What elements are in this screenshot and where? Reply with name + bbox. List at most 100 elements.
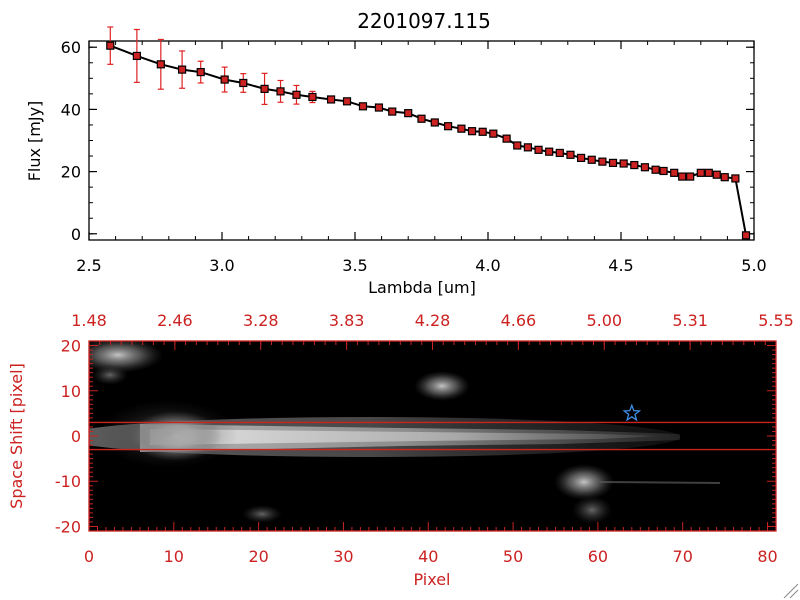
spectrum-y-tick-label: 40 xyxy=(61,100,81,119)
spectrum-point xyxy=(720,173,729,182)
spectrum-x-tick-label: 3.5 xyxy=(342,256,367,275)
spectrum-point xyxy=(640,163,650,172)
image-x-tick-label: 40 xyxy=(418,547,438,566)
spectrum-point xyxy=(731,174,740,183)
image-x-tick-label: 60 xyxy=(588,547,608,566)
image-x-tick-label: 70 xyxy=(673,547,693,566)
image-top-tick-label: 2.46 xyxy=(157,311,193,330)
spectrum-point xyxy=(239,78,248,88)
spectrum-point xyxy=(619,159,628,168)
spectrum-point xyxy=(502,134,511,143)
spectrum-point xyxy=(686,172,695,181)
image-top-axis-labels: 1.48 2.46 3.28 3.83 4.28 4.66 5.00 5.31 5.55 xyxy=(71,311,794,330)
spectrum-point xyxy=(388,107,397,116)
spectrum-x-tick-label: 5.0 xyxy=(741,256,766,275)
spectrum-point xyxy=(670,168,679,177)
spectrum-point xyxy=(156,60,165,69)
image-top-tick-label: 5.00 xyxy=(586,311,622,330)
image-top-tick-label: 5.55 xyxy=(758,311,794,330)
star-icon xyxy=(622,403,642,422)
image-x-tick-label: 80 xyxy=(757,547,777,566)
image-y-tick-label: 0 xyxy=(71,427,81,446)
source-blob-upper-left-tail xyxy=(92,365,128,385)
image-x-tick-label: 0 xyxy=(84,547,94,566)
spectrum-point xyxy=(741,231,751,240)
extraction-lines xyxy=(89,421,776,451)
spectrum-point xyxy=(178,65,187,74)
trace-peak-outer xyxy=(98,400,238,468)
spectrum-y-tick-label: 60 xyxy=(61,38,81,57)
spectrum-point xyxy=(106,41,115,50)
spectrum-point xyxy=(566,150,575,159)
spectrum-point xyxy=(576,153,586,163)
image-y-tick-labels: -20 -10 0 10 20 xyxy=(55,337,81,537)
spectrum-x-label: Lambda [um] xyxy=(368,278,476,297)
spectrum-point xyxy=(678,172,687,181)
image-x-tick-label: 50 xyxy=(503,547,523,566)
source-blob-upper-left xyxy=(89,341,163,373)
spectrum-point xyxy=(308,92,317,102)
spectrum-error-bars xyxy=(107,26,750,238)
image-top-tick-label: 4.66 xyxy=(501,311,537,330)
trace-core xyxy=(150,429,660,445)
source-blob-upper-middle xyxy=(414,371,470,401)
image-x-label: Pixel xyxy=(413,570,450,589)
spectrum-point xyxy=(630,160,639,170)
spectrum-point xyxy=(292,90,301,99)
spectrum-point xyxy=(374,103,384,112)
image-top-tick-label: 3.83 xyxy=(329,311,365,330)
spectrum-x-tick-label: 4.5 xyxy=(608,256,633,275)
spectrum-point xyxy=(712,170,721,179)
image-panel: 0 10 20 30 40 50 60 70 80 1.48 2.46 3.28 3.83 4.28 4.… xyxy=(7,311,794,589)
spectrum-point xyxy=(696,168,705,177)
image-y-tick-label: 20 xyxy=(61,337,81,356)
spectrum-panel: 2201097.115 2.5 3.0 3.5 4.0 4.5 5.0 0 20 40 60 L… xyxy=(25,9,767,297)
image-y-tick-label: -10 xyxy=(55,472,81,491)
spectrum-point xyxy=(651,165,660,174)
spectrum-point xyxy=(260,84,269,93)
spectrum-point xyxy=(417,114,426,123)
source-blob-lower-right-tail xyxy=(572,496,612,524)
spectrum-point xyxy=(523,143,533,152)
spectrum-point xyxy=(220,75,229,84)
spectrum-point xyxy=(132,51,141,61)
source-blob-lower-right xyxy=(554,464,614,500)
image-top-tick-label: 3.28 xyxy=(243,311,279,330)
spectrum-point xyxy=(545,147,554,156)
spectrum-point xyxy=(704,168,713,177)
spectrum-point xyxy=(598,157,607,166)
spectrum-title: 2201097.115 xyxy=(357,9,491,33)
spectrum-y-tick-label: 0 xyxy=(71,225,81,244)
spectrum-point xyxy=(587,155,596,164)
image-x-tick-label: 10 xyxy=(164,547,184,566)
spectrum-point xyxy=(478,127,487,136)
spectrum-point xyxy=(430,118,439,127)
spectrum-point xyxy=(358,102,368,111)
source-blob-lower-left xyxy=(242,505,282,523)
image-y-label: Space Shift [pixel] xyxy=(7,363,26,509)
image-top-tick-label: 5.31 xyxy=(672,311,708,330)
spectrum-x-tick-labels: 2.5 3.0 3.5 4.0 4.5 5.0 xyxy=(76,256,766,275)
spectrum-point xyxy=(196,67,205,77)
image-x-tick-labels: 0 10 20 30 40 50 60 70 80 xyxy=(84,547,778,566)
image-y-tick-label: -20 xyxy=(55,517,81,536)
spectrum-point xyxy=(457,124,466,133)
spectrum-y-tick-label: 20 xyxy=(61,163,81,182)
image-top-tick-label: 1.48 xyxy=(71,311,107,330)
resize-grip-icon[interactable] xyxy=(783,583,799,599)
image-sources xyxy=(89,341,721,524)
image-x-tick-label: 30 xyxy=(333,547,353,566)
faint-streak xyxy=(599,481,721,484)
spectrum-point xyxy=(326,95,336,104)
spectrum-point xyxy=(444,122,453,131)
image-x-tick-label: 20 xyxy=(248,547,268,566)
spectrum-x-tick-label: 4.0 xyxy=(475,256,500,275)
spectrum-point xyxy=(467,127,477,136)
spectrum-ticks xyxy=(88,41,755,240)
spectrum-y-label: Flux [mJy] xyxy=(25,101,44,182)
spectrum-point xyxy=(513,141,522,150)
spectrum-x-tick-label: 3.0 xyxy=(209,256,234,275)
spectrum-point xyxy=(489,129,498,138)
spectrum-point xyxy=(276,87,285,96)
